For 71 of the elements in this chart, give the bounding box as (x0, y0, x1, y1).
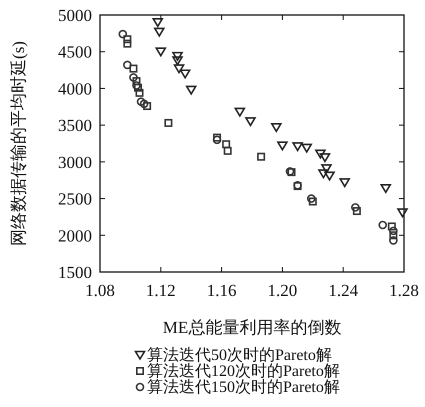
point (389, 231, 398, 240)
point (172, 52, 183, 61)
point (378, 220, 388, 230)
point (352, 207, 361, 216)
point (143, 102, 152, 110)
point (318, 169, 329, 178)
x-tick-label: 1.08 (85, 281, 115, 300)
point (123, 35, 132, 44)
point (389, 236, 398, 245)
y-tick-label: 1500 (58, 263, 92, 282)
point (136, 97, 146, 106)
point (123, 40, 132, 48)
point (288, 168, 296, 176)
legend-label: 算法迭代150次时的Pareto解 (147, 378, 340, 396)
x-axis-title: ME总能量利用率的倒数 (162, 318, 342, 337)
point (134, 84, 142, 92)
point (152, 18, 164, 28)
point (351, 203, 360, 212)
point (339, 178, 350, 188)
point (186, 86, 196, 95)
point (224, 146, 232, 155)
x-tick-label: 1.20 (268, 281, 298, 300)
point (306, 194, 316, 203)
x-tick-label: 1.28 (389, 281, 419, 300)
point (277, 141, 288, 151)
y-tick-label: 2000 (58, 226, 92, 246)
point (308, 198, 317, 206)
point (136, 88, 144, 97)
point (271, 123, 282, 132)
point (123, 60, 132, 70)
point (154, 28, 165, 37)
point (324, 172, 335, 181)
legend-label: 算法迭代50次时的Pareto解 (147, 346, 332, 364)
point (320, 153, 330, 162)
y-tick-label: 3500 (58, 116, 92, 136)
point (315, 149, 326, 159)
y-tick-label: 5000 (58, 6, 92, 25)
y-tick-label: 4500 (58, 42, 92, 62)
y-tick-label: 2500 (58, 190, 92, 209)
x-tick-label: 1.24 (328, 281, 359, 300)
point (301, 144, 312, 153)
x-tick-label: 1.16 (206, 281, 236, 300)
point (156, 47, 166, 57)
point (292, 142, 303, 152)
point (213, 134, 222, 142)
point (212, 136, 222, 144)
legend-label: 算法迭代120次时的Pareto解 (147, 362, 340, 380)
point (257, 152, 266, 161)
point (397, 208, 408, 218)
point (245, 117, 256, 126)
y-axis-title: 网络数据传输的平均时延(s) (9, 41, 28, 246)
point (132, 77, 140, 86)
point (234, 108, 246, 117)
point (380, 184, 392, 194)
point (180, 69, 190, 79)
point (321, 164, 332, 174)
point (388, 222, 396, 230)
point (118, 30, 128, 38)
y-tick-label: 4000 (58, 79, 92, 98)
x-tick-label: 1.12 (146, 281, 176, 300)
point (140, 100, 148, 108)
point (129, 64, 138, 73)
point (164, 118, 172, 127)
point (129, 73, 138, 82)
point (222, 140, 230, 148)
point (172, 56, 183, 66)
y-tick-label: 3000 (58, 152, 92, 172)
point (286, 167, 294, 176)
point (132, 81, 141, 90)
point (389, 226, 398, 236)
point (174, 64, 184, 74)
